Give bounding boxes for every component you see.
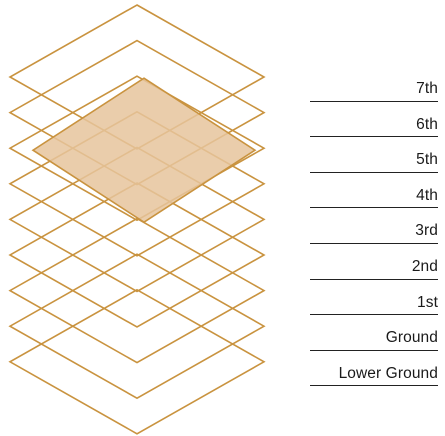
floor-label: 7th <box>416 80 438 98</box>
floor-item-5th[interactable]: 5th <box>310 137 438 173</box>
floor-label: 3rd <box>415 222 438 240</box>
floor-plate-3rd[interactable] <box>8 146 266 293</box>
floor-label: 6th <box>416 115 438 133</box>
floor-item-7th[interactable]: 7th <box>310 66 438 102</box>
floor-list: 7th 6th 5th 4th 3rd 2nd 1st Ground Lower… <box>310 66 438 387</box>
floor-label: 1st <box>417 293 438 311</box>
floor-plate-5th[interactable] <box>8 75 266 222</box>
floor-label: 4th <box>416 186 438 204</box>
floor-item-1st[interactable]: 1st <box>310 280 438 316</box>
floor-item-2nd[interactable]: 2nd <box>310 244 438 280</box>
floor-item-ground[interactable]: Ground <box>310 315 438 351</box>
floor-item-4th[interactable]: 4th <box>310 173 438 209</box>
floor-label: 5th <box>416 151 438 169</box>
selected-floor-plate[interactable] <box>31 77 257 224</box>
floor-plate-lower-ground[interactable] <box>8 288 266 435</box>
floor-plate-ground[interactable] <box>8 253 266 400</box>
floor-item-lower-ground[interactable]: Lower Ground <box>310 351 438 387</box>
floor-label: Lower Ground <box>338 364 438 382</box>
floor-item-3rd[interactable]: 3rd <box>310 208 438 244</box>
floor-label: 2nd <box>411 258 438 276</box>
floor-plate-1st[interactable] <box>8 217 266 364</box>
floor-plate-2nd[interactable] <box>8 182 266 328</box>
floor-label: Ground <box>385 329 438 347</box>
floor-item-6th[interactable]: 6th <box>310 102 438 138</box>
